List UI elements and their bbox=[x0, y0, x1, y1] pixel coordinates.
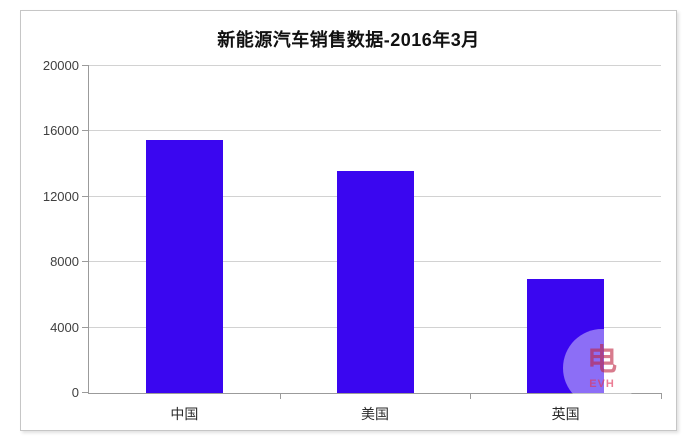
y-axis-tick-8000 bbox=[82, 261, 89, 263]
y-axis-label-20000: 20000 bbox=[42, 58, 79, 73]
gridline-16000 bbox=[89, 130, 661, 132]
chart-title: 新能源汽车销售数据-2016年3月 bbox=[217, 30, 480, 50]
y-axis-tick-0 bbox=[82, 392, 89, 393]
y-axis-label-8000: 8000 bbox=[50, 254, 79, 270]
bar-英国 bbox=[527, 278, 605, 393]
chart-frame: 新能源汽车销售数据-2016年3月 0 4000 8000 12000 16000 200… bbox=[20, 10, 677, 431]
y-axis-label-0: 0 bbox=[71, 385, 79, 400]
x-axis-label-美国: 美国 bbox=[360, 406, 389, 422]
gridline-20000 bbox=[89, 65, 661, 66]
x-axis-label-英国: 英国 bbox=[551, 406, 580, 422]
plot-area: 0 4000 8000 12000 16000 20000 中国 美国 英国 电 EVH bbox=[43, 58, 662, 422]
y-axis-label-4000: 4000 bbox=[50, 319, 79, 335]
y-axis-tick-20000 bbox=[82, 65, 89, 66]
y-axis-tick-16000 bbox=[82, 130, 89, 132]
x-axis-label-中国: 中国 bbox=[170, 406, 199, 422]
y-axis-label-12000: 12000 bbox=[42, 188, 79, 204]
bar-美国 bbox=[336, 170, 414, 393]
x-axis-tick-1 bbox=[279, 393, 281, 399]
y-axis-label-16000: 16000 bbox=[42, 123, 79, 139]
x-axis-tick-2 bbox=[470, 393, 472, 399]
x-axis-tick-3 bbox=[661, 393, 662, 399]
bar-中国 bbox=[145, 139, 223, 393]
y-axis-tick-12000 bbox=[82, 195, 89, 197]
y-axis-tick-4000 bbox=[82, 326, 89, 328]
